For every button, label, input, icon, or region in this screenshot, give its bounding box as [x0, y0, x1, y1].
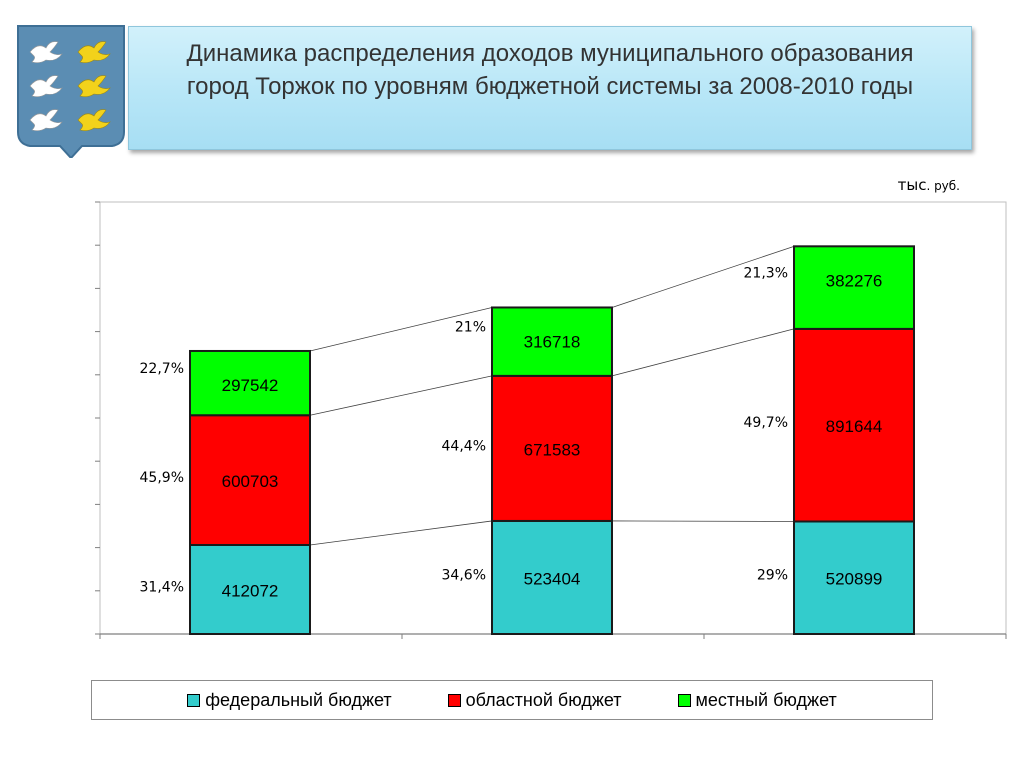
percent-label: 21%: [455, 320, 486, 336]
bar-segment: [793, 245, 915, 330]
units-main: тыс: [897, 176, 927, 194]
bar-segment: [189, 543, 311, 635]
title-banner: Динамика распределения доходов муниципал…: [128, 26, 972, 150]
data-label: 382276: [826, 271, 883, 290]
white-dove-icon: [29, 41, 63, 63]
series-line: [611, 328, 795, 377]
data-label: 412072: [222, 581, 279, 600]
percent-label: 22,7%: [140, 361, 184, 377]
percent-label: 21,3%: [744, 266, 788, 282]
series-line: [309, 375, 493, 416]
bar-segment: [491, 306, 613, 377]
data-label: 523404: [524, 569, 581, 588]
yellow-dove-icon: [77, 41, 111, 63]
data-label: 316718: [524, 332, 581, 351]
data-label: 671583: [524, 440, 581, 459]
coat-of-arms-icon: [17, 25, 125, 158]
units-label: тыс. руб.: [898, 175, 960, 194]
legend-item-regional: областной бюджет: [447, 689, 622, 711]
data-label: 891644: [826, 417, 883, 436]
bar-segment: [189, 349, 311, 417]
legend-label: местный бюджет: [695, 689, 837, 710]
percent-label: 45,9%: [140, 470, 184, 486]
data-label: 600703: [222, 472, 279, 491]
legend-label: федеральный бюджет: [205, 689, 392, 710]
percent-label: 44,4%: [442, 438, 486, 454]
chart-legend: федеральный бюджет областной бюджет мест…: [91, 680, 933, 720]
series-line: [611, 520, 795, 522]
data-label: 520899: [826, 570, 883, 589]
bar-segment: [793, 520, 915, 636]
series-line: [309, 520, 493, 546]
yellow-dove-icon: [77, 109, 111, 131]
percent-label: 31,4%: [140, 579, 184, 595]
percent-label: 49,7%: [744, 415, 788, 431]
legend-swatch: [187, 693, 201, 707]
percent-label: 29%: [757, 568, 788, 584]
bar-segment: [189, 414, 311, 546]
series-line: [309, 307, 493, 352]
units-suffix: . руб.: [926, 179, 960, 193]
legend-label: областной бюджет: [465, 689, 622, 710]
bar-segment: [793, 327, 915, 523]
data-label: 297542: [222, 376, 279, 395]
slide-title: Динамика распределения доходов муниципал…: [186, 40, 914, 100]
series-line: [611, 245, 795, 308]
white-dove-icon: [29, 75, 63, 97]
legend-item-local: местный бюджет: [677, 689, 837, 711]
yellow-dove-icon: [77, 75, 111, 97]
white-dove-icon: [29, 109, 63, 131]
legend-swatch: [677, 693, 691, 707]
percent-label: 34,6%: [442, 567, 486, 583]
legend-swatch: [447, 693, 461, 707]
legend-item-federal: федеральный бюджет: [187, 689, 392, 711]
